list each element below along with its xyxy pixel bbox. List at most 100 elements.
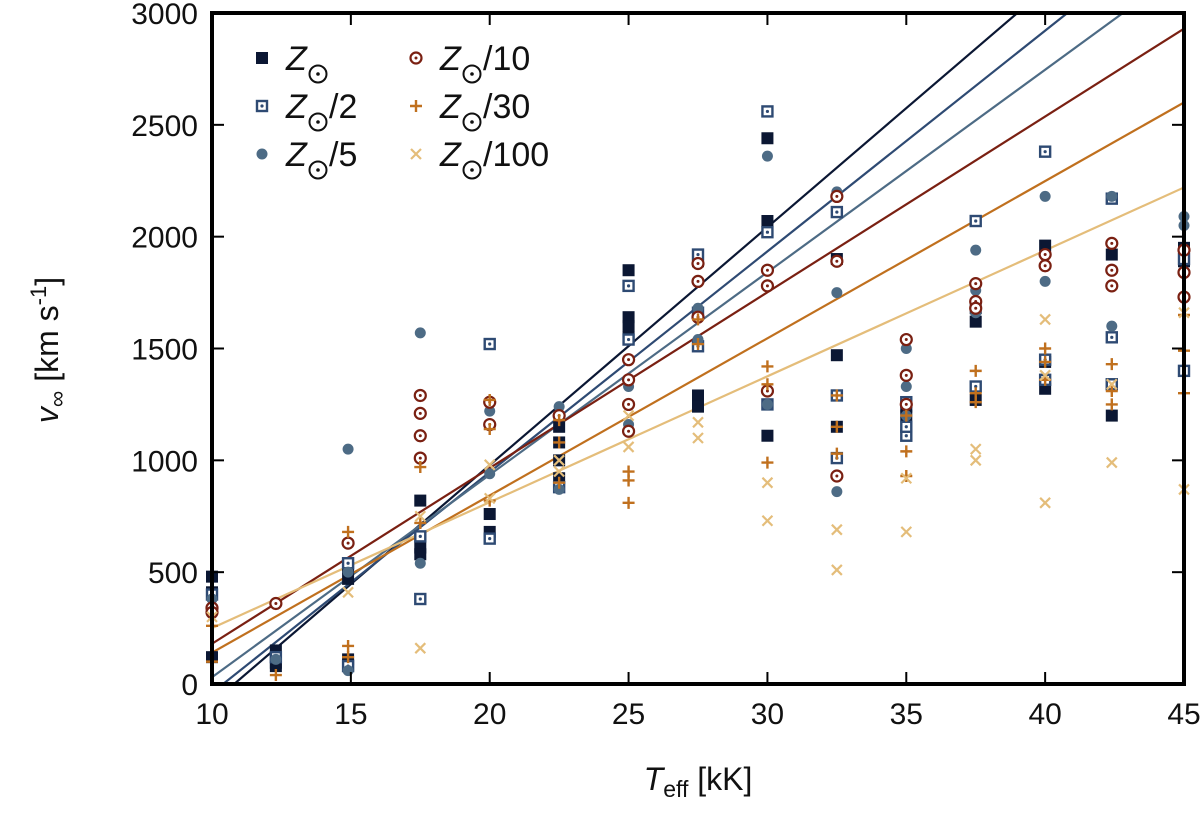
data-point-zsun-30-12	[553, 436, 566, 449]
data-point-zsun-10-12	[621, 373, 636, 387]
legend-label-zsun-5: Z	[285, 136, 308, 174]
y-axis-title-subscript: ∞	[44, 391, 70, 407]
legend-item-zsun-2: Z/2	[255, 88, 357, 132]
y-axis-title-unit: [km s	[29, 305, 65, 390]
data-point-zsun-5-26	[1039, 190, 1051, 202]
data-point-zsun-30-4	[342, 639, 355, 652]
data-point-zsun-30-26	[900, 445, 913, 458]
data-point-zsun-30-20	[761, 378, 774, 391]
data-point-zsun-5-7	[484, 405, 496, 417]
data-point-zsun-100-12	[761, 476, 774, 489]
data-point-zsun-10-3	[341, 536, 355, 550]
x-tick-label: 30	[751, 698, 784, 731]
data-point-zsun-100-18	[969, 443, 982, 455]
data-point-zsun-10-31	[1038, 259, 1052, 273]
x-tick-label: 15	[334, 698, 367, 731]
x-axis-title-subscript: eff	[663, 776, 689, 802]
data-point-zsun-30-35	[1105, 384, 1118, 397]
y-tick-label: 2000	[131, 222, 198, 255]
legend-suffix-zsun-30: /30	[483, 88, 530, 126]
fit-line-zsun-30	[212, 101, 1184, 654]
data-point-zsun-30-30	[969, 396, 982, 409]
data-point-zsun-100-23	[1106, 378, 1118, 391]
data-point-zsun-10-16	[691, 274, 705, 288]
data-point-zsun-2-29	[1105, 331, 1118, 344]
x-tick-label: 25	[612, 698, 645, 731]
y-axis-title-superscript: -1	[26, 286, 51, 306]
data-point-zsun-100-8	[622, 409, 635, 422]
data-point-zsun-10-33	[1105, 263, 1119, 277]
data-point-zsun-10-4	[413, 388, 427, 403]
data-point-zsun-100-22	[1039, 497, 1051, 509]
x-tick-label: 35	[890, 698, 923, 731]
data-point-zsun-10-21	[830, 189, 844, 204]
data-point-zsun-5-6	[414, 557, 426, 569]
data-point-zsun-100-6	[553, 454, 565, 467]
data-point-zsun-35	[969, 315, 982, 328]
data-markers	[205, 105, 1191, 682]
data-point-zsun-5-2	[342, 443, 354, 455]
data-point-zsun-2-15	[761, 225, 774, 239]
data-point-zsun-40	[1105, 248, 1118, 261]
data-point-zsun-15	[553, 420, 566, 433]
data-point-zsun-10-29	[969, 301, 983, 315]
y-tick-label: 1000	[131, 445, 198, 478]
data-point-zsun-10-23	[830, 469, 844, 483]
data-point-zsun-100-4	[483, 459, 496, 471]
data-point-zsun-30-8	[483, 393, 496, 406]
data-point-zsun-5-19	[831, 486, 843, 498]
y-tick-label: 2500	[131, 110, 198, 143]
data-point-zsun-12	[414, 548, 427, 561]
data-point-zsun-5-21	[900, 381, 912, 393]
data-point-zsun-37	[1039, 239, 1052, 252]
data-point-zsun-10-32	[1105, 236, 1119, 250]
data-point-zsun-100-16	[900, 472, 913, 485]
data-point-zsun-2-10	[622, 333, 635, 346]
data-point-zsun-10-13	[621, 397, 636, 412]
data-point-zsun-30-18	[692, 338, 704, 351]
data-point-zsun-30-7	[414, 516, 427, 529]
data-point-zsun-100-24	[1106, 456, 1118, 469]
data-point-zsun-30-10	[483, 494, 496, 507]
data-point-zsun-5-27	[1039, 275, 1051, 287]
data-point-zsun-10-26	[899, 397, 913, 412]
data-point-zsun-10-30	[1038, 247, 1052, 262]
data-point-zsun-100-21	[1039, 369, 1051, 382]
data-point-zsun-30-22	[830, 389, 843, 402]
x-tick-label: 20	[473, 698, 506, 731]
data-point-zsun-2-25	[1038, 145, 1052, 158]
data-point-zsun-2-17	[830, 205, 844, 219]
legend-marker-zsun-2	[255, 99, 269, 113]
fit-line-zsun-2	[222, 13, 1069, 684]
data-point-zsun-100-13	[761, 514, 774, 527]
legend: ZZ/2Z/5Z/10Z/30Z/100	[255, 40, 549, 180]
data-point-zsun-30-28	[969, 364, 982, 377]
x-axis-title-unit: [kK]	[688, 761, 752, 797]
data-point-zsun-5-9	[553, 401, 565, 413]
data-point-zsun-10-2	[269, 596, 283, 611]
legend-label-zsun-30: Z	[439, 88, 462, 126]
data-point-zsun-5-28	[1106, 190, 1118, 202]
data-point-zsun-30-31	[1039, 342, 1052, 355]
data-point-zsun-30-9	[483, 423, 496, 436]
data-point-zsun-30-21	[761, 456, 774, 469]
data-point-zsun-10-27	[969, 277, 983, 291]
data-point-zsun-30-36	[1105, 398, 1118, 411]
data-point-zsun-30-19	[761, 360, 774, 373]
data-point-zsun-5-3	[342, 566, 354, 578]
data-point-zsun-30-6	[414, 461, 427, 474]
y-tick-label: 3000	[131, 0, 198, 31]
data-point-zsun-30-3	[342, 525, 355, 538]
legend-item-zsun-100: Z/100	[410, 136, 549, 180]
data-point-zsun-42	[1105, 409, 1118, 422]
data-point-zsun-5-5	[414, 327, 426, 339]
y-tick-label: 0	[181, 669, 198, 702]
data-point-zsun-10-18	[760, 263, 775, 277]
y-axis-title-close: ]	[29, 277, 65, 286]
data-point-zsun-10-5	[413, 406, 427, 420]
data-point-zsun-24	[692, 389, 704, 402]
x-axis-title: Teff [kK]	[644, 761, 753, 802]
data-point-zsun-10-24	[899, 332, 913, 347]
data-point-zsun-2-6	[483, 337, 496, 351]
